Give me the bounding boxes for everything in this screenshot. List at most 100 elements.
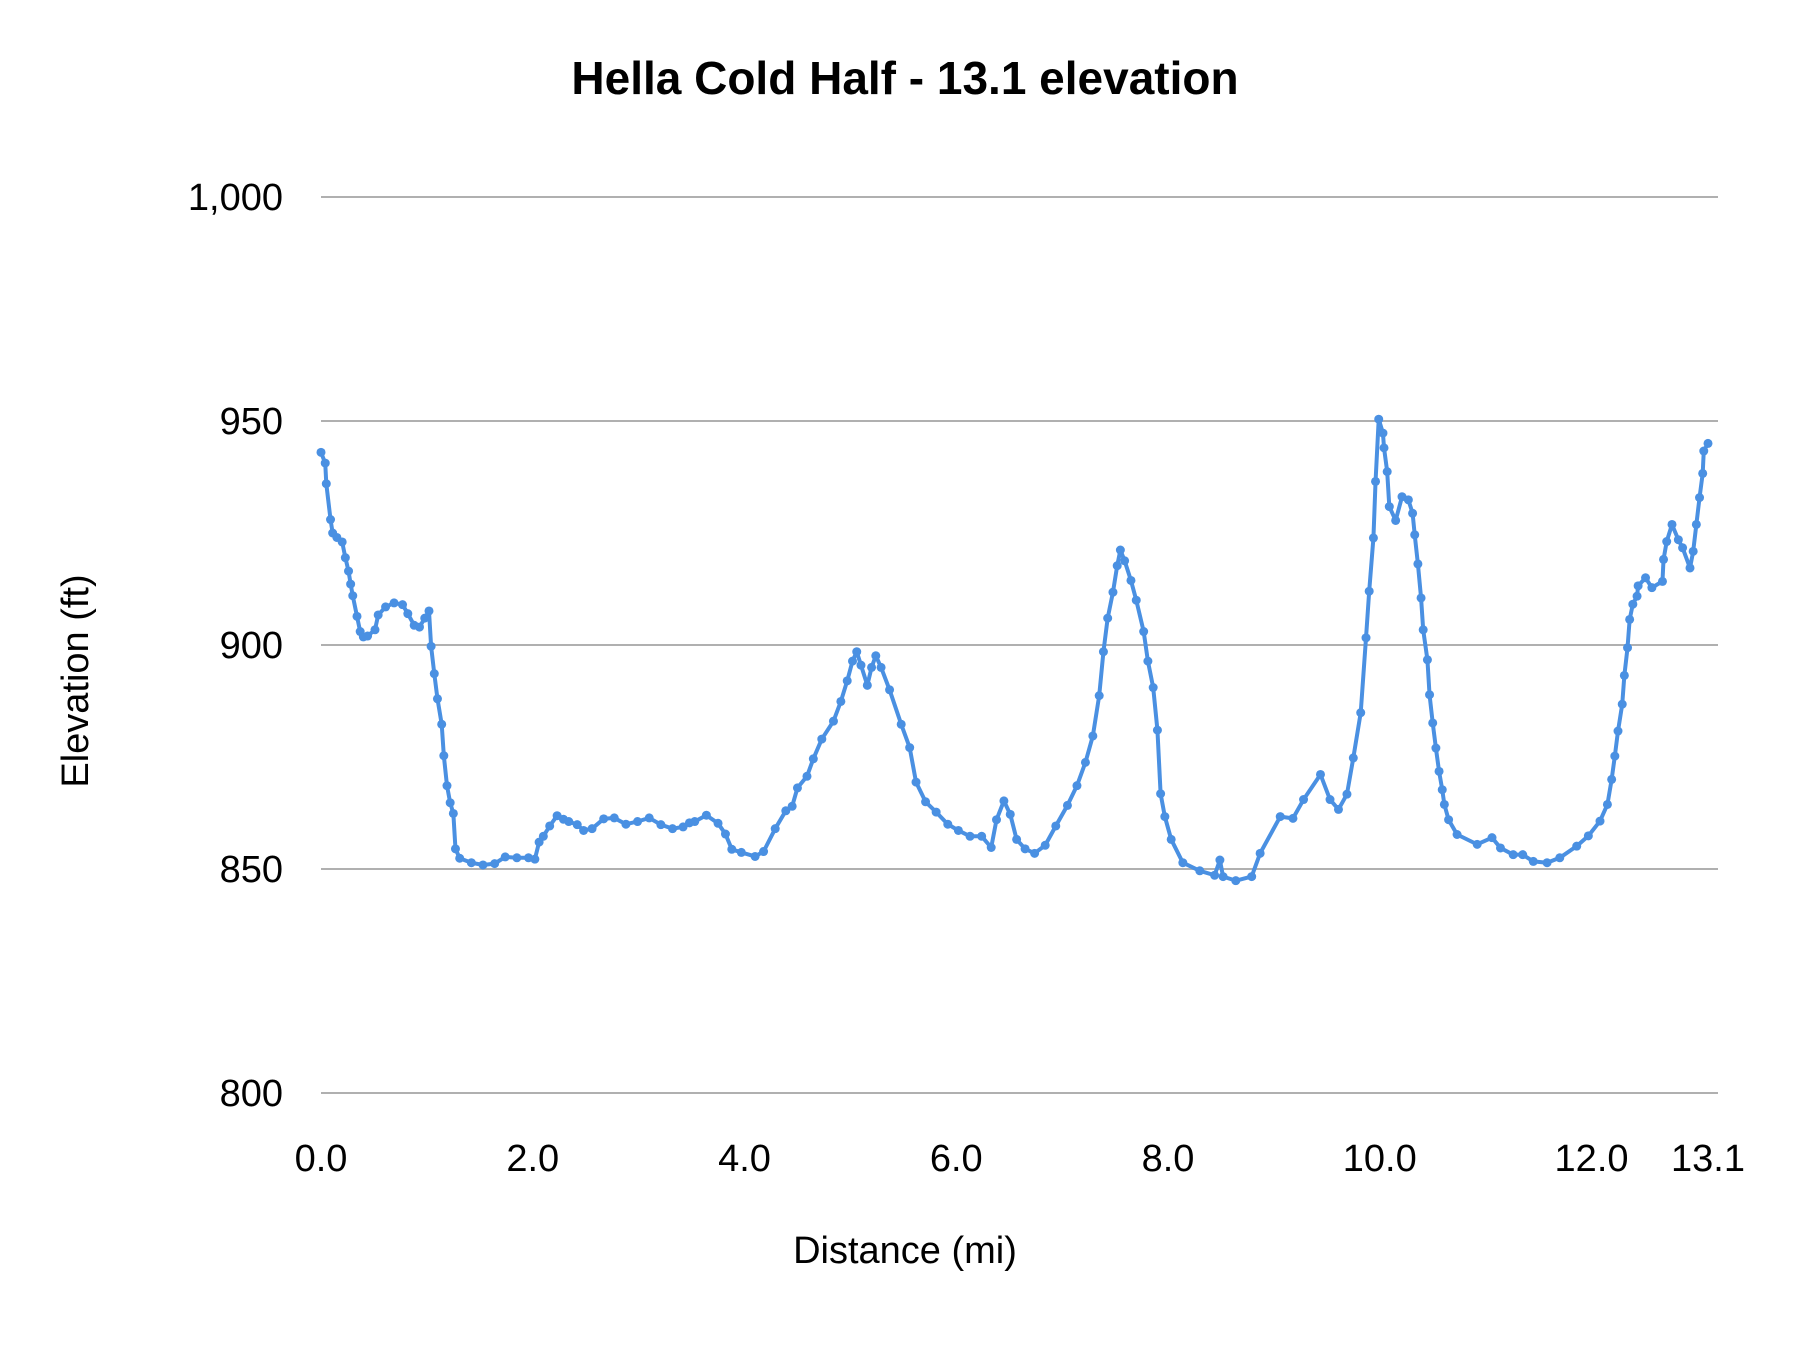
data-point — [381, 602, 391, 612]
data-point — [478, 860, 488, 870]
data-point — [943, 819, 953, 829]
y-tick-label: 850 — [220, 849, 283, 891]
data-point — [545, 821, 555, 831]
x-tick-label: 4.0 — [718, 1138, 771, 1180]
data-point — [1508, 850, 1518, 860]
data-point — [1152, 725, 1162, 735]
data-point — [808, 754, 818, 764]
data-point — [867, 662, 877, 672]
data-point — [1361, 633, 1371, 643]
data-point — [1495, 843, 1505, 853]
data-point — [1080, 757, 1090, 767]
data-point — [1218, 872, 1228, 882]
x-tick-label: 13.1 — [1671, 1138, 1745, 1180]
data-point — [1382, 467, 1392, 477]
data-point — [455, 853, 465, 863]
data-point — [1452, 830, 1462, 840]
data-point — [1425, 690, 1435, 700]
data-point — [389, 598, 399, 608]
data-point — [1695, 493, 1705, 503]
data-point — [1143, 656, 1153, 666]
x-tick-label: 8.0 — [1142, 1138, 1195, 1180]
data-point — [320, 458, 330, 468]
data-point — [1371, 476, 1381, 486]
data-point — [1299, 795, 1309, 805]
data-point — [1667, 519, 1677, 529]
data-point — [828, 716, 838, 726]
data-point — [500, 852, 510, 862]
data-point — [1005, 809, 1015, 819]
data-point — [1315, 769, 1325, 779]
data-point — [587, 824, 597, 834]
data-point — [876, 662, 886, 672]
data-point — [1673, 535, 1683, 545]
data-point — [1148, 683, 1158, 693]
data-point — [781, 806, 791, 816]
data-point — [1623, 643, 1633, 653]
data-point — [1131, 595, 1141, 605]
data-point — [1659, 554, 1669, 564]
data-point — [445, 798, 455, 808]
data-point — [1156, 789, 1166, 799]
data-point — [656, 820, 666, 830]
data-point — [1617, 699, 1627, 709]
data-point — [727, 844, 737, 854]
data-point — [1418, 625, 1428, 635]
data-point — [787, 801, 797, 811]
data-point — [1103, 613, 1113, 623]
data-point — [871, 651, 881, 661]
data-point — [856, 660, 866, 670]
data-point — [538, 831, 548, 841]
data-point — [1030, 848, 1040, 858]
data-point — [1126, 575, 1136, 585]
data-point — [862, 680, 872, 690]
data-point — [1487, 833, 1497, 843]
data-point — [1342, 789, 1352, 799]
data-point — [1374, 414, 1384, 424]
data-point — [1528, 856, 1538, 866]
data-point — [340, 553, 350, 563]
data-point — [1632, 591, 1642, 601]
data-point — [321, 479, 331, 489]
data-point — [668, 824, 678, 834]
data-point — [713, 818, 723, 828]
data-point — [1108, 587, 1118, 597]
data-point — [1215, 855, 1225, 865]
data-point — [1325, 795, 1335, 805]
data-point — [1020, 844, 1030, 854]
data-point — [931, 807, 941, 817]
y-tick-label: 900 — [220, 625, 283, 667]
data-point — [633, 817, 643, 827]
data-point — [1356, 708, 1366, 718]
data-point — [429, 669, 439, 679]
data-point — [750, 851, 760, 861]
data-point — [1094, 691, 1104, 701]
data-point — [530, 854, 540, 864]
data-point — [1139, 627, 1149, 637]
data-point — [420, 613, 430, 623]
data-point — [992, 815, 1002, 825]
data-point — [759, 847, 769, 857]
data-point — [842, 676, 852, 686]
data-point — [1691, 519, 1701, 529]
data-point — [1051, 821, 1061, 831]
data-point — [316, 447, 326, 457]
data-point — [363, 631, 373, 641]
data-point — [1410, 530, 1420, 540]
data-point — [439, 751, 449, 761]
data-point — [911, 777, 921, 787]
data-point — [1379, 443, 1389, 453]
data-point — [337, 537, 347, 547]
data-point — [1062, 800, 1072, 810]
data-point — [1633, 581, 1643, 591]
data-point — [1542, 858, 1552, 868]
data-point — [426, 641, 436, 651]
data-point — [398, 600, 408, 610]
data-point — [344, 566, 354, 576]
data-point — [1364, 586, 1374, 596]
data-point — [1422, 655, 1432, 665]
data-point — [1688, 546, 1698, 556]
data-point — [1595, 816, 1605, 826]
data-point — [490, 859, 500, 869]
